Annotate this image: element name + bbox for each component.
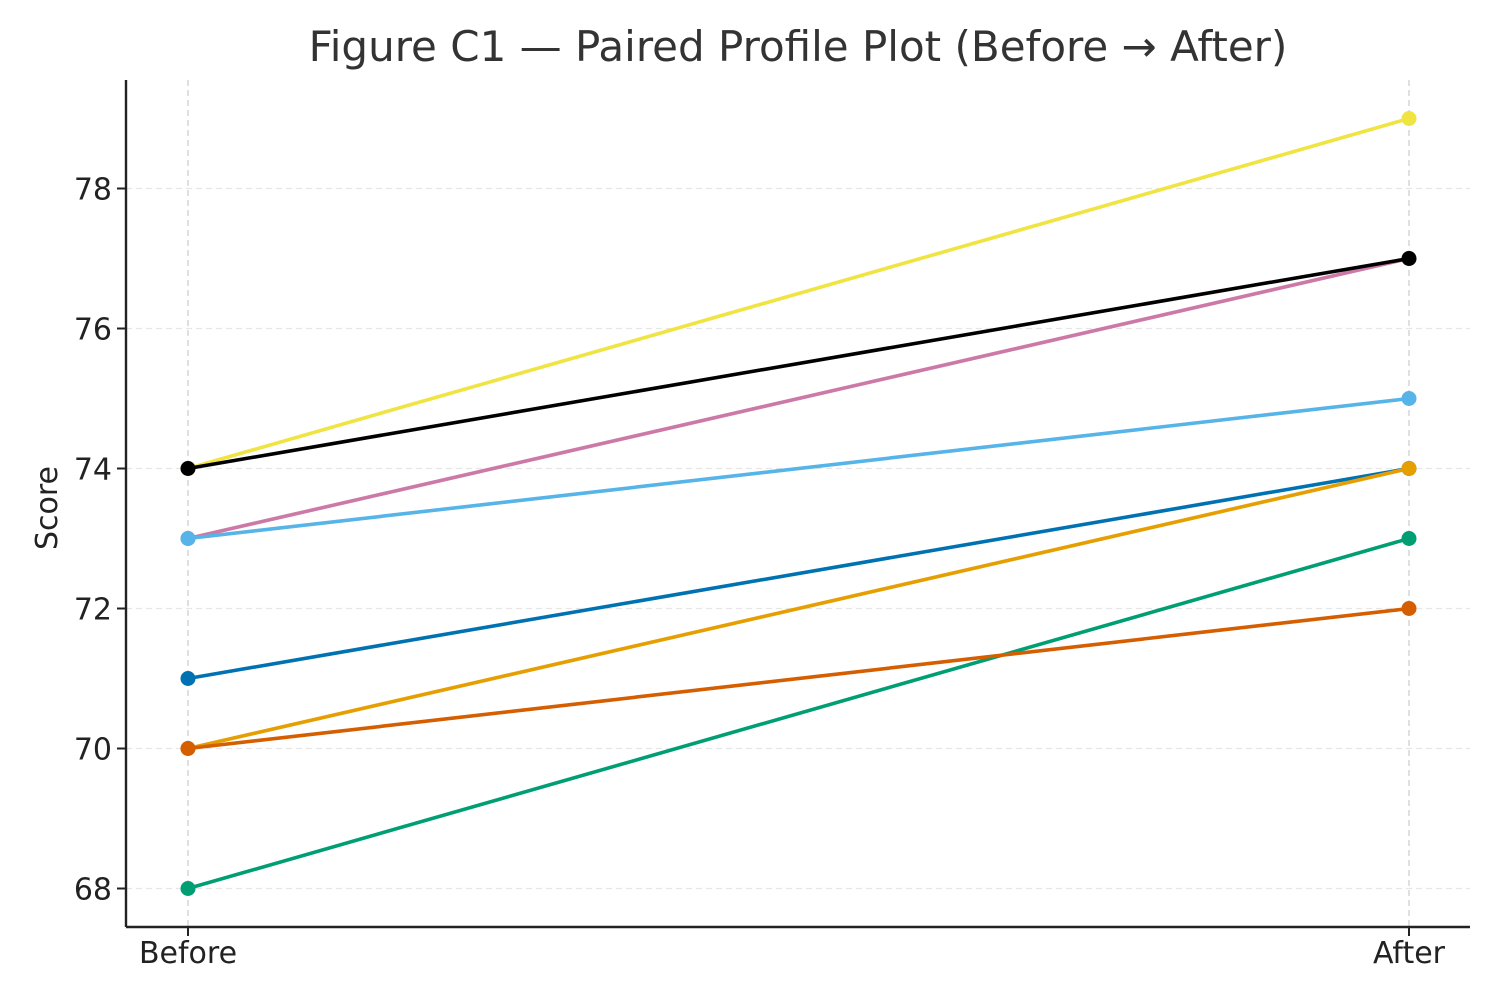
series-line <box>186 606 1411 751</box>
series-line <box>186 536 1411 891</box>
series-6 <box>180 531 1417 896</box>
series-line <box>186 396 1411 541</box>
series-line <box>186 466 1411 681</box>
y-tick-label: 74 <box>74 453 112 488</box>
data-point <box>180 531 196 546</box>
series-8 <box>180 251 1417 476</box>
chart-title: Figure C1 — Paired Profile Plot (Before … <box>308 22 1288 71</box>
data-point <box>1401 251 1417 266</box>
series-line <box>186 466 1411 751</box>
series-7 <box>180 601 1417 756</box>
y-tick-label: 70 <box>74 733 112 768</box>
axes-layer: 68 70 72 74 76 78 Before After <box>74 80 1470 971</box>
series-3 <box>180 391 1417 546</box>
data-point <box>180 671 196 686</box>
data-point <box>180 881 196 896</box>
y-tick-label: 72 <box>74 593 112 628</box>
y-tick-label: 68 <box>74 873 112 908</box>
series-1 <box>180 111 1417 476</box>
x-tick-label: Before <box>139 936 237 971</box>
data-point <box>1401 391 1417 406</box>
data-point <box>180 461 196 476</box>
y-tick-label: 78 <box>74 173 112 208</box>
data-point <box>1401 461 1417 476</box>
series-line <box>186 256 1411 471</box>
grid-layer <box>126 80 1470 927</box>
series-4 <box>180 461 1417 686</box>
series-layer <box>180 111 1417 896</box>
series-line <box>186 116 1411 471</box>
data-point <box>180 741 196 756</box>
series-line <box>186 256 1411 541</box>
y-axis-label: Score <box>30 466 65 550</box>
data-point <box>1401 111 1417 126</box>
data-point <box>1401 601 1417 616</box>
data-point <box>1401 531 1417 546</box>
x-tick-label: After <box>1373 936 1446 971</box>
y-tick-label: 76 <box>74 313 112 348</box>
